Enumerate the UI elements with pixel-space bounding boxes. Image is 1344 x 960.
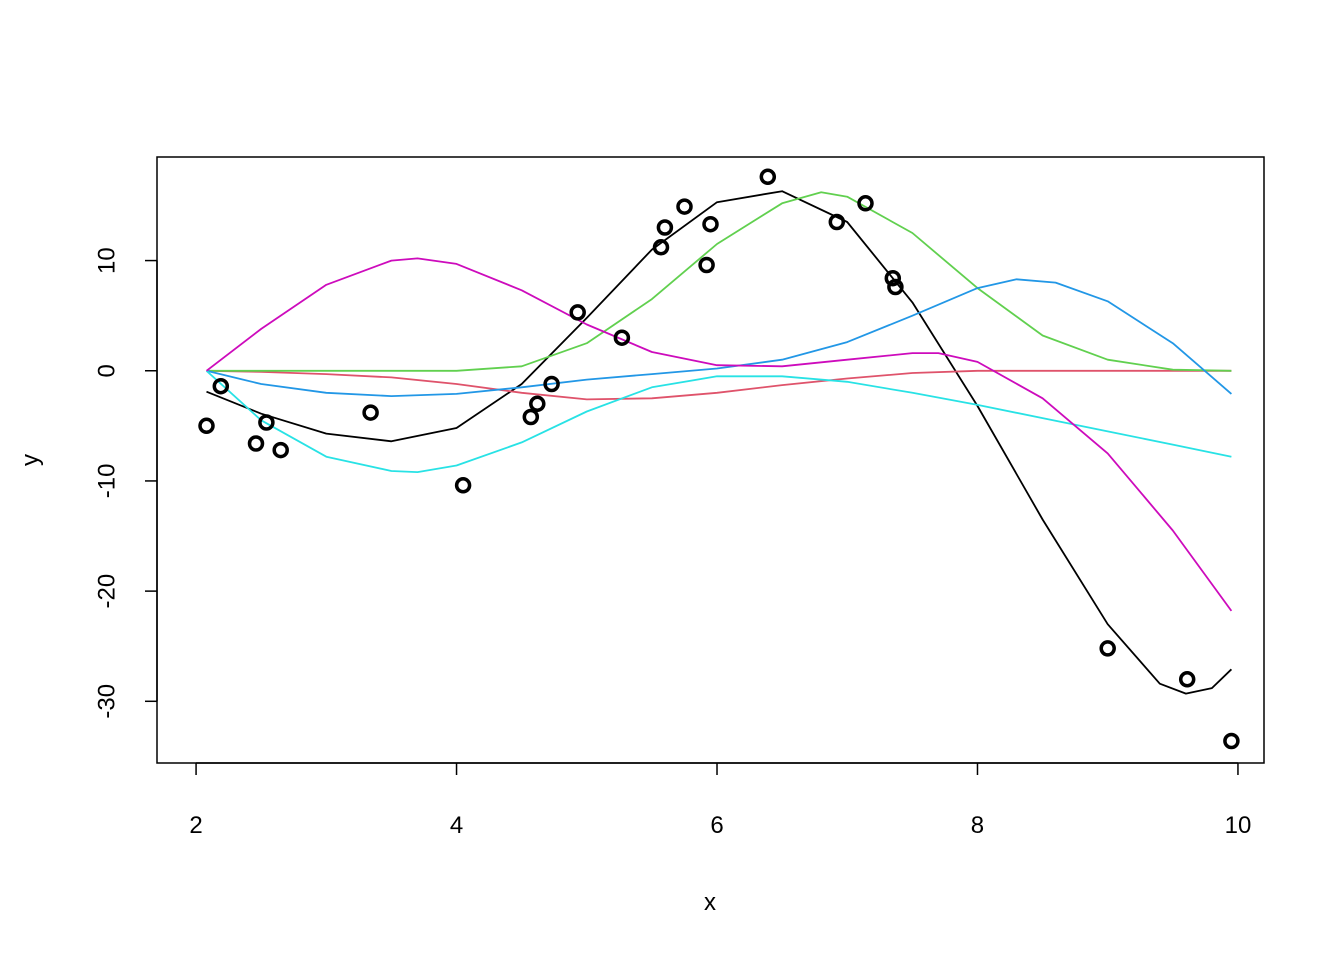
x-tick-label: 10 [1225,812,1252,839]
data-point [702,215,719,233]
y-tick-label: -20 [93,574,120,609]
data-point [656,219,674,236]
data-point [454,477,472,494]
series-line-5 [205,370,1232,473]
data-point [759,168,777,186]
data-point [212,377,230,395]
data-point [247,435,265,452]
series-line-1 [206,190,1233,695]
y-tick-label: 10 [93,247,120,274]
series-line-2 [206,369,1232,401]
x-tick-label: 2 [189,812,202,839]
x-axis-label: x [704,889,716,916]
x-tick-label: 8 [971,812,984,839]
data-point [1223,732,1240,750]
x-tick-label: 6 [710,812,723,839]
series-line-4 [206,278,1232,397]
x-tick-label: 4 [450,812,463,839]
series-layer [205,190,1233,695]
data-point [857,195,874,212]
y-tick-label: 0 [93,364,120,377]
data-point [258,414,275,431]
data-point [1099,640,1116,657]
data-point [529,395,546,413]
data-point [272,441,289,459]
data-point [652,239,670,256]
series-line-6 [205,257,1233,612]
y-tick-label: -30 [93,684,120,719]
y-axis: -30 -20 -10 0 10 [93,247,158,719]
data-point [522,408,540,426]
data-point [884,269,902,287]
data-point [362,404,379,421]
data-point [887,278,904,296]
x-axis: 2 4 6 8 10 [189,762,1252,839]
data-point [676,198,693,215]
data-point [569,304,586,321]
data-point [543,375,560,393]
data-point [613,329,631,346]
y-tick-label: -10 [93,464,120,499]
y-axis-label: y [17,454,44,466]
series-line-3 [206,191,1232,372]
data-point [198,417,215,435]
data-point [1178,671,1196,688]
data-point [698,256,715,274]
points-layer [198,168,1240,750]
data-point [828,213,846,231]
